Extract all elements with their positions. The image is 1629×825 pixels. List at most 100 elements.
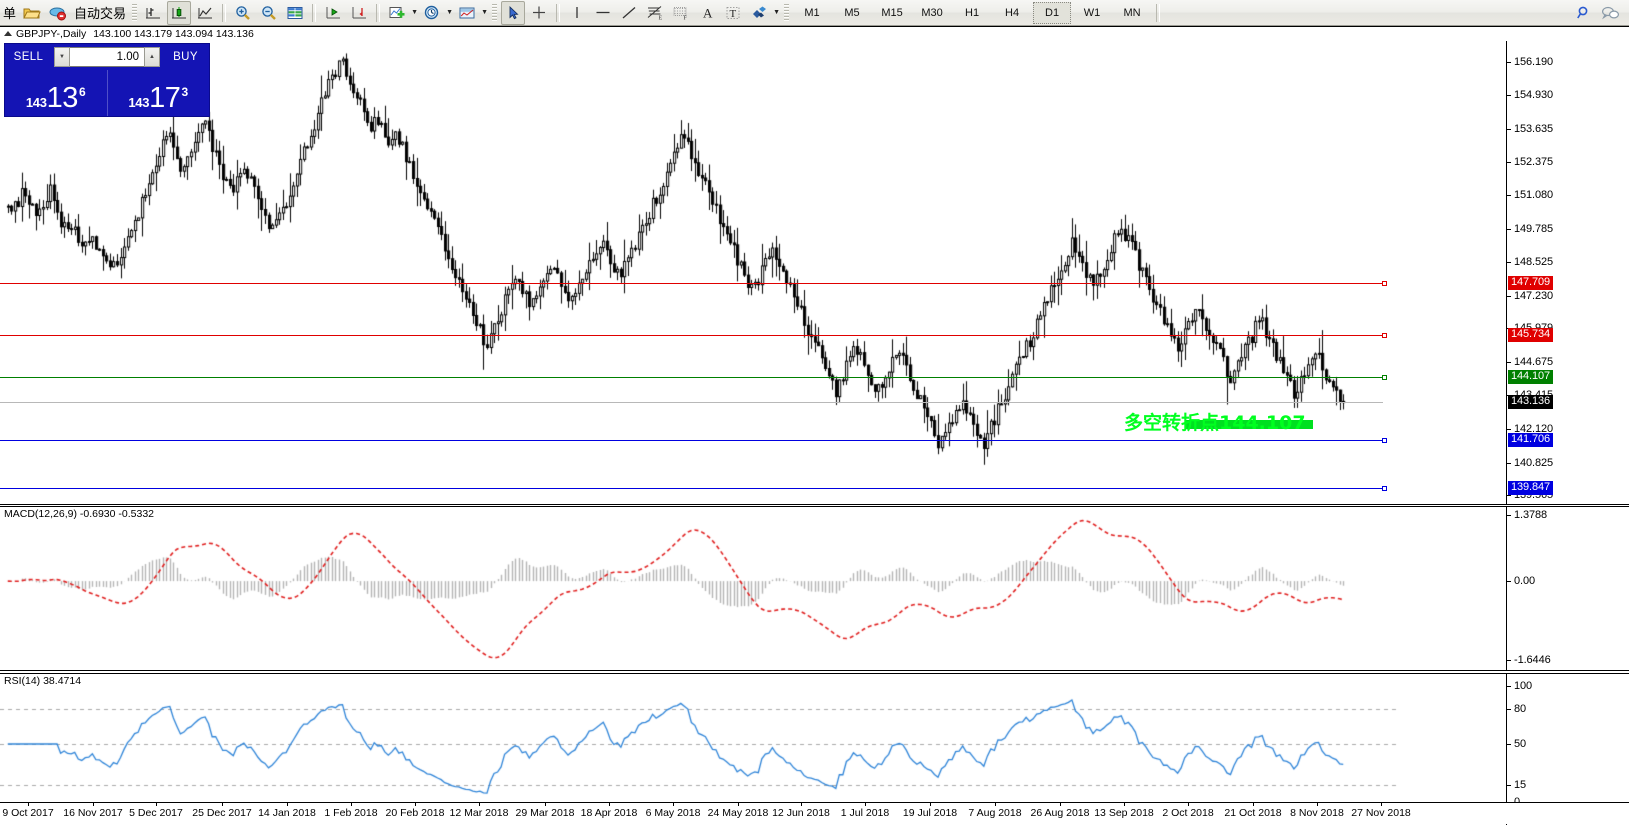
date-tick (28, 803, 29, 806)
new-order-icon[interactable]: 单 (3, 7, 17, 22)
date-tick (801, 803, 802, 806)
volume-decrease-button[interactable]: ▼ (54, 47, 70, 67)
chevron-down-icon[interactable]: ▼ (446, 9, 453, 16)
axis-tick (1507, 515, 1511, 516)
price-axis[interactable]: 156.190 154.930 153.635 152.375 151.080 149.7… (1506, 41, 1629, 504)
timeframe-h1[interactable]: H1 (965, 6, 980, 19)
auto-scroll-icon[interactable] (347, 1, 371, 25)
date-tick (1188, 803, 1189, 806)
horizontal-line-icon[interactable] (591, 1, 615, 25)
price-level-line-145.734[interactable] (0, 332, 1387, 338)
expert-advisor-icon[interactable] (46, 1, 70, 25)
rsi-plot-area[interactable] (0, 674, 1506, 825)
ask-price[interactable]: 143 17 3 (106, 70, 210, 116)
period-clock-icon[interactable] (420, 1, 444, 25)
crosshair-icon[interactable] (527, 1, 551, 25)
toolbar-grip[interactable] (784, 3, 790, 22)
collapse-triangle-icon[interactable] (4, 31, 12, 36)
autotrade-label[interactable]: 自动交易 (74, 7, 127, 22)
chat-icon[interactable] (1598, 1, 1622, 25)
price-pane[interactable]: 多空转折点144.107 156.190 154.930 153.635 152.37… (0, 41, 1629, 505)
price-tick-label: 142.120 (1514, 422, 1554, 435)
level-handle[interactable] (1382, 332, 1387, 338)
price-level-line-139.847[interactable] (0, 486, 1387, 492)
level-handle[interactable] (1382, 281, 1387, 287)
level-handle[interactable] (1382, 375, 1387, 381)
timeframe-h4[interactable]: H4 (1005, 6, 1020, 19)
vertical-line-icon[interactable] (565, 1, 589, 25)
buy-button[interactable]: BUY (173, 51, 198, 63)
timeframe-m30[interactable]: M30 (921, 6, 943, 19)
price-level-line-143.136[interactable] (0, 402, 1383, 404)
add-indicator-icon[interactable] (385, 1, 409, 25)
one-click-trading-panel[interactable]: SELL ▼ 1.00 ▲ BUY 143 13 6 143 17 3 (4, 43, 210, 117)
zoom-out-icon[interactable] (257, 1, 281, 25)
axis-tick (1507, 62, 1511, 64)
bid-price-main: 13 (46, 82, 79, 114)
axis-tick (1507, 128, 1511, 130)
macd-pane[interactable]: MACD(12,26,9) -0.6930 -0.5332 1.3788 0.00… (0, 506, 1629, 671)
toolbar-grip[interactable] (492, 3, 498, 22)
folder-icon[interactable] (20, 1, 44, 25)
timeframe-m15[interactable]: M15 (881, 6, 903, 19)
price-tag-141.706: 141.706 (1508, 432, 1554, 447)
toolbar-grip[interactable] (132, 3, 138, 22)
date-tick (1317, 803, 1318, 806)
sell-button[interactable]: SELL (13, 51, 44, 63)
tile-windows-icon[interactable] (283, 1, 307, 25)
ask-price-fraction: 3 (181, 85, 189, 99)
search-icon[interactable] (1572, 1, 1596, 25)
chevron-down-icon[interactable]: ▼ (411, 9, 418, 16)
toolbar-separator (222, 3, 227, 22)
axis-tick (1507, 784, 1511, 786)
timeframe-m5[interactable]: M5 (844, 6, 860, 19)
templates-icon[interactable] (455, 1, 479, 25)
macd-tick-label: -1.6446 (1514, 654, 1551, 666)
level-handle[interactable] (1382, 486, 1387, 492)
rsi-axis[interactable]: 1008050150 (1506, 674, 1629, 825)
equidistant-channel-icon[interactable]: F (669, 1, 693, 25)
trendline-icon[interactable] (617, 1, 641, 25)
date-axis[interactable]: 9 Oct 2017 16 Nov 2017 5 Dec 2017 25 Dec 20… (0, 802, 1629, 824)
chart-shift-icon[interactable] (321, 1, 345, 25)
price-tick-label: 153.635 (1514, 122, 1554, 135)
date-tick (222, 803, 223, 806)
price-level-line-141.706[interactable] (0, 437, 1387, 443)
level-handle[interactable] (1382, 437, 1387, 443)
text-box-icon[interactable]: T (721, 1, 745, 25)
chevron-down-icon[interactable]: ▼ (481, 9, 488, 16)
zoom-in-icon[interactable] (231, 1, 255, 25)
timeframe-w1[interactable]: W1 (1083, 6, 1101, 19)
bar-chart-icon[interactable] (141, 1, 165, 25)
price-tag-147.709: 147.709 (1508, 276, 1554, 291)
fibonacci-icon[interactable]: E (643, 1, 667, 25)
chevron-down-icon[interactable]: ▼ (773, 9, 780, 16)
macd-plot-area[interactable] (0, 507, 1506, 670)
toolbar-separator (312, 3, 317, 22)
text-label-icon[interactable]: A (695, 1, 719, 25)
macd-axis[interactable]: 1.3788 0.00 -1.6446 (1506, 507, 1629, 670)
volume-increase-button[interactable]: ▲ (144, 47, 160, 67)
price-level-line-147.709[interactable] (0, 281, 1387, 287)
axis-tick (1507, 295, 1511, 297)
volume-input[interactable]: 1.00 (70, 47, 144, 67)
timeframe-m1[interactable]: M1 (804, 6, 820, 19)
cursor-icon[interactable] (501, 0, 526, 25)
line-chart-icon[interactable] (193, 1, 217, 25)
price-plot-area[interactable]: 多空转折点144.107 (0, 41, 1506, 504)
rsi-pane[interactable]: RSI(14) 38.4714 1008050150 (0, 673, 1629, 825)
price-tick-label: 144.675 (1514, 356, 1554, 369)
price-tick-label: 147.230 (1514, 289, 1554, 302)
timeframe-d1[interactable]: D1 (1033, 1, 1072, 24)
date-label: 18 Apr 2018 (580, 807, 638, 819)
date-tick (415, 803, 416, 806)
timeframe-mn[interactable]: MN (1123, 6, 1141, 19)
candlestick-chart-icon[interactable] (167, 0, 192, 25)
chart-window[interactable]: GBPJPY-,Daily 143.100 143.179 143.094 14… (0, 26, 1629, 825)
bid-price[interactable]: 143 13 6 (5, 70, 107, 116)
rsi-label: RSI(14) 38.4714 (4, 675, 82, 687)
axis-tick (1507, 428, 1511, 430)
date-label: 9 Oct 2017 (2, 807, 54, 819)
price-level-line-144.107[interactable] (0, 375, 1387, 381)
shapes-icon[interactable] (747, 1, 771, 25)
